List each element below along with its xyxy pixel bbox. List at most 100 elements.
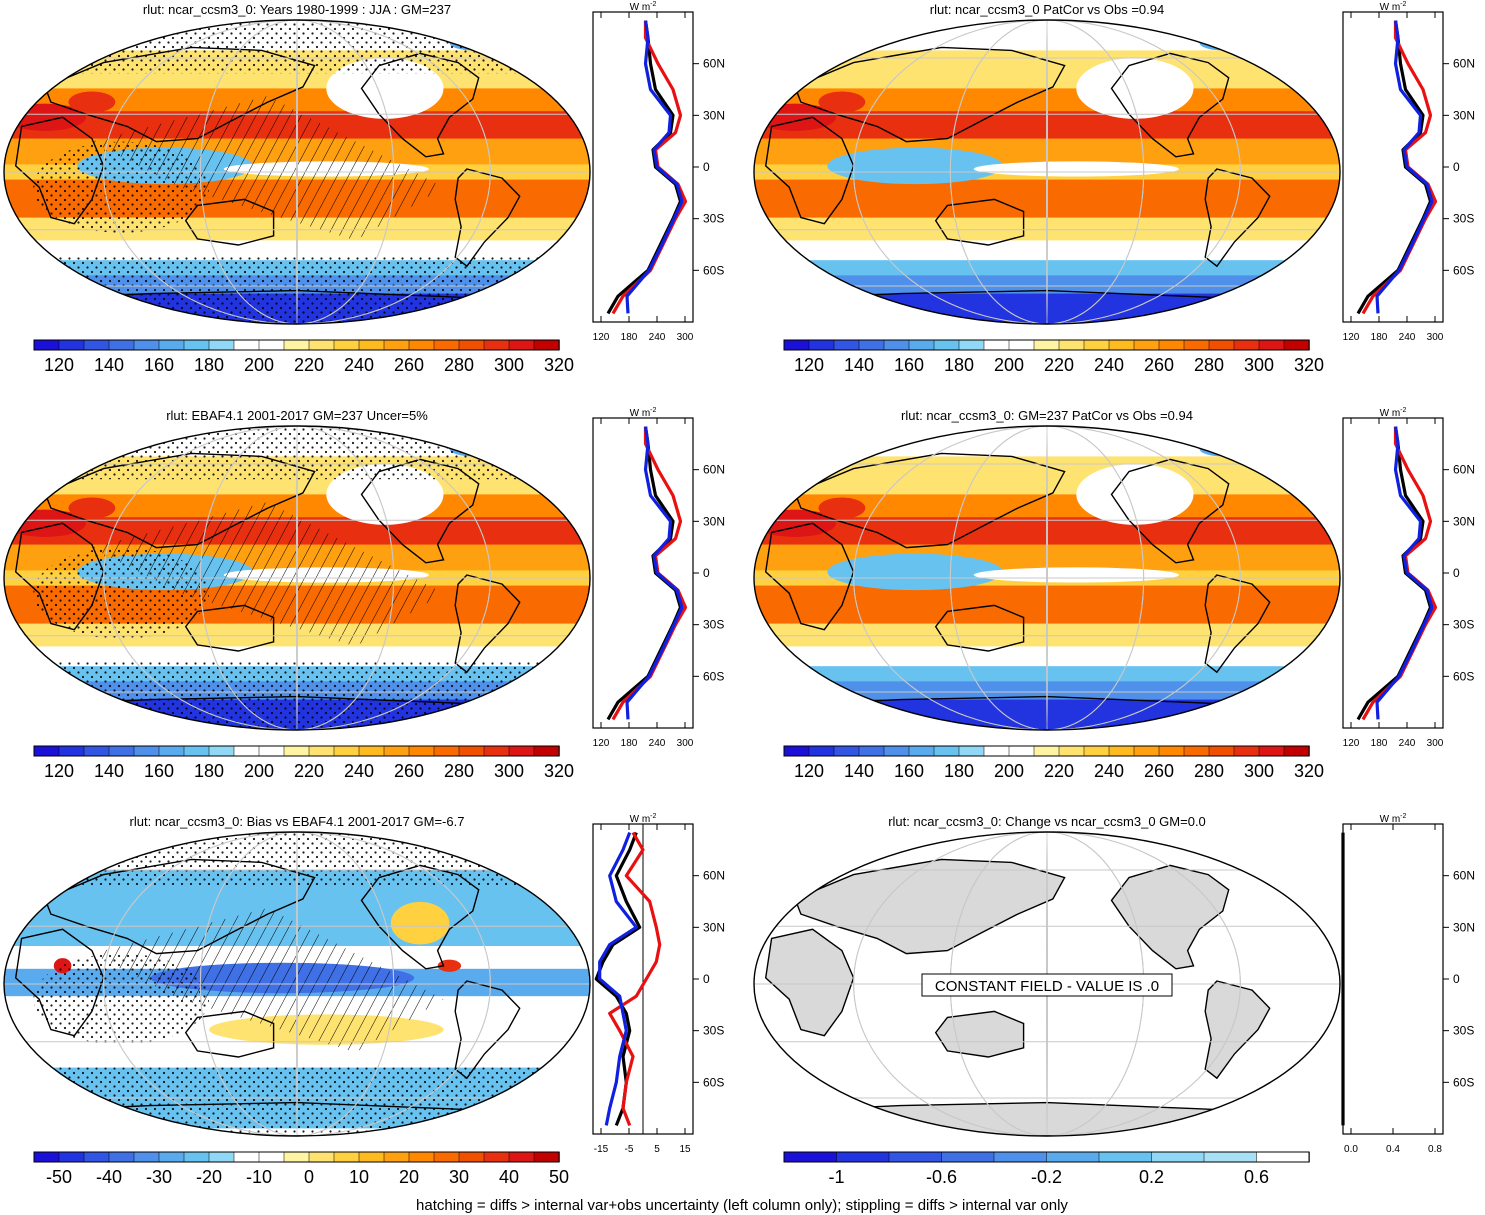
colorbar-swatch: [1033, 745, 1060, 757]
colorbar-swatch: [433, 1151, 460, 1163]
colorbar: 120 140 160 180 200 220 240 260 280 300 320: [33, 745, 574, 781]
zonal-profile-5: W m-2 60N 30N 0 30S 60S -15 -5 5 15: [592, 813, 725, 1155]
na-yellow: [390, 901, 450, 945]
colorbar-swatch: [183, 745, 210, 757]
colorbar: 120 140 160 180 200 220 240 260 280 300 320: [783, 745, 1324, 781]
colorbar-swatch: [383, 745, 410, 757]
lat-tick-label: 0: [703, 566, 710, 580]
colorbar-swatch: [283, 339, 310, 351]
continent-africa: [764, 522, 855, 631]
colorbar-label: 240: [1094, 355, 1124, 375]
colorbar-label: 0: [304, 1167, 314, 1187]
colorbar-label: 260: [1144, 761, 1174, 781]
profile-units: W m-2: [1380, 407, 1407, 419]
colorbar-frame: [783, 1151, 1310, 1163]
colorbar-swatch: [1046, 1151, 1100, 1163]
profile-frame: [1342, 11, 1444, 323]
graticule-lon: [199, 832, 395, 1136]
colorbar-label: 0.2: [1139, 1167, 1164, 1187]
colorbar-label: 260: [394, 355, 424, 375]
arabia-red: [68, 91, 116, 113]
colorbar-label: 20: [399, 1167, 419, 1187]
colorbar-swatch: [158, 339, 185, 351]
colorbar-label: 120: [794, 761, 824, 781]
x-tick-label: -15: [594, 1144, 609, 1155]
colorbar-label: 220: [1044, 355, 1074, 375]
colorbar-swatch: [233, 339, 260, 351]
colorbar-swatch: [533, 339, 560, 351]
lat-tick-label: 60N: [1453, 869, 1475, 883]
colorbar-label: 180: [194, 355, 224, 375]
map-border: [753, 831, 1341, 1137]
colorbar-swatch: [1098, 1151, 1153, 1163]
colorbar-label: 240: [1094, 761, 1124, 781]
profile-line-obs_blue: [1375, 426, 1434, 720]
colorbar-swatch: [1133, 745, 1160, 757]
lat-tick-label: 60N: [1453, 57, 1475, 71]
colorbar-swatch: [1203, 1151, 1258, 1163]
colorbar-swatch: [133, 339, 160, 351]
colorbar-swatch: [908, 745, 935, 757]
map-title: rlut: EBAF4.1 2001-2017 GM=237 Uncer=5%: [166, 408, 428, 423]
graticule-lon: [103, 20, 491, 324]
colorbar-swatch: [833, 745, 860, 757]
colorbar-swatch: [883, 745, 910, 757]
colorbar-swatch: [33, 1151, 60, 1163]
colorbar-label: 220: [294, 355, 324, 375]
x-tick-label: 180: [621, 332, 638, 343]
x-tick-label: 0.0: [1344, 1144, 1358, 1155]
map-field: [4, 20, 590, 324]
colorbar-swatch: [1151, 1151, 1205, 1163]
colorbar-label: 240: [344, 761, 374, 781]
colorbar-swatch: [108, 1151, 135, 1163]
colorbar-swatch: [83, 339, 110, 351]
map-panel-1: rlut: ncar_ccsm3_0: Years 1980-1999 : JJ…: [3, 2, 591, 375]
x-tick-label: 180: [1371, 332, 1388, 343]
central-america-red: [437, 959, 462, 972]
colorbar-swatch: [1183, 745, 1210, 757]
colorbar-label: 0.6: [1244, 1167, 1269, 1187]
colorbar-label: 120: [44, 355, 74, 375]
colorbar-label: 200: [244, 355, 274, 375]
colorbar-label: 320: [1294, 761, 1324, 781]
colorbar-swatch: [1258, 339, 1285, 351]
colorbar-label: 140: [94, 355, 124, 375]
colorbar-swatch: [1033, 339, 1060, 351]
continent-australia: [934, 1010, 1025, 1058]
x-tick-label: 300: [677, 332, 694, 343]
colorbar-label: 280: [1194, 355, 1224, 375]
map-field: [754, 20, 1340, 324]
colorbar-swatch: [1083, 745, 1110, 757]
x-tick-label: 0.8: [1428, 1144, 1442, 1155]
lat-tick-label: 60S: [1453, 1075, 1474, 1089]
profile-line-obs_red: [608, 831, 662, 1126]
map-panel-6: rlut: ncar_ccsm3_0: Change vs ncar_ccsm3…: [753, 814, 1341, 1187]
graticule-lon: [199, 426, 395, 730]
colorbar-swatch: [283, 1151, 310, 1163]
lat-tick-label: 0: [1453, 160, 1460, 174]
x-tick-label: 300: [677, 738, 694, 749]
map-field: [754, 426, 1340, 730]
colorbar-label: 260: [1144, 355, 1174, 375]
colorbar-swatch: [958, 339, 985, 351]
map-border: [3, 19, 591, 325]
colorbar-swatch: [783, 1151, 838, 1163]
colorbar-label: 120: [794, 355, 824, 375]
graticule-lon: [853, 20, 1241, 324]
graticule-lon: [296, 832, 298, 1136]
x-tick-label: 120: [593, 738, 610, 749]
x-tick-label: 240: [1399, 738, 1416, 749]
colorbar-swatch: [1208, 339, 1235, 351]
colorbar-swatch: [158, 1151, 185, 1163]
colorbar-label: 200: [994, 761, 1024, 781]
constant-field-label: CONSTANT FIELD - VALUE IS .0: [935, 978, 1159, 995]
colorbar-swatch: [836, 1151, 890, 1163]
colorbar-swatch: [1133, 339, 1160, 351]
colorbar-swatch: [458, 1151, 485, 1163]
colorbar-label: 280: [1194, 761, 1224, 781]
colorbar-swatch: [308, 339, 335, 351]
colorbar-label: 200: [994, 355, 1024, 375]
lat-tick-label: 60N: [703, 869, 725, 883]
x-tick-label: 5: [654, 1144, 660, 1155]
colorbar-swatch: [1083, 339, 1110, 351]
